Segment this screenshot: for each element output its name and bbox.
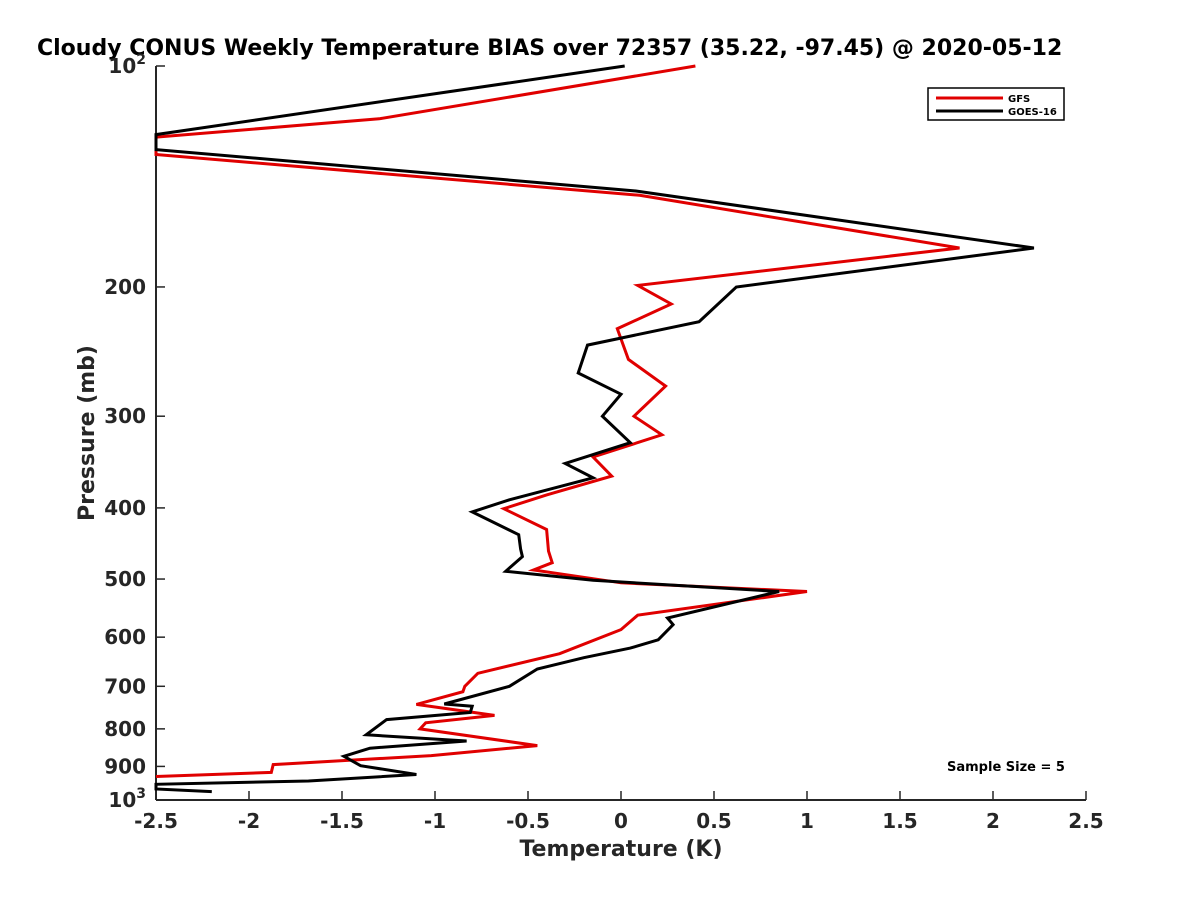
x-axis-label: Temperature (K) [519,837,722,862]
x-tick-label: -1.5 [320,809,364,833]
y-tick-label-base: 800 [104,717,146,741]
y-axis-label: Pressure (mb) [75,345,100,521]
y-tick-label: 102 [108,52,146,78]
x-tick-label: -1 [424,809,446,833]
x-tick-label: 0.5 [696,809,731,833]
series-line-gfs [154,64,960,778]
x-tick-label: -0.5 [506,809,550,833]
plot-area [154,64,1086,801]
legend-label: GFS [1008,94,1030,105]
y-tick-label-base: 500 [104,567,146,591]
x-tick-label: 1.5 [882,809,917,833]
y-tick-label: 500 [104,567,146,591]
y-tick-label-exponent: 3 [136,786,146,802]
chart-title: Cloudy CONUS Weekly Temperature BIAS ove… [37,36,1062,61]
y-tick-label-base: 10 [108,788,136,812]
legend-label: GOES-16 [1008,107,1057,118]
x-tick-label: -2.5 [134,809,178,833]
x-axis-ticks: -2.5 -2 -1.5 -1 -0.5 0 0.5 1 1.5 2 2.5 [134,791,1104,833]
x-tick-label: 1 [800,809,814,833]
y-tick-label: 900 [104,754,146,778]
y-tick-label-base: 300 [104,404,146,428]
y-tick-label-exponent: 2 [136,52,146,68]
y-tick-label-base: 200 [104,275,146,299]
x-tick-label: -2 [238,809,260,833]
series-line-goes-16 [154,64,1035,794]
x-tick-label: 2.5 [1068,809,1103,833]
y-tick-label: 800 [104,717,146,741]
y-tick-label: 700 [104,674,146,698]
y-tick-label: 103 [108,786,146,812]
y-tick-label: 400 [104,496,146,520]
series-layer [154,64,1035,794]
x-tick-label: 2 [986,809,1000,833]
y-tick-label-base: 700 [104,674,146,698]
y-tick-label-base: 10 [108,54,136,78]
y-tick-label: 200 [104,275,146,299]
y-tick-label: 600 [104,625,146,649]
y-tick-label-base: 900 [104,754,146,778]
sample-size-annotation: Sample Size = 5 [947,760,1065,775]
legend: GFS GOES-16 [927,87,1065,121]
y-tick-label-base: 600 [104,625,146,649]
legend-box [927,87,1065,121]
x-tick-label: 0 [614,809,628,833]
y-tick-label: 300 [104,404,146,428]
y-tick-label-base: 400 [104,496,146,520]
